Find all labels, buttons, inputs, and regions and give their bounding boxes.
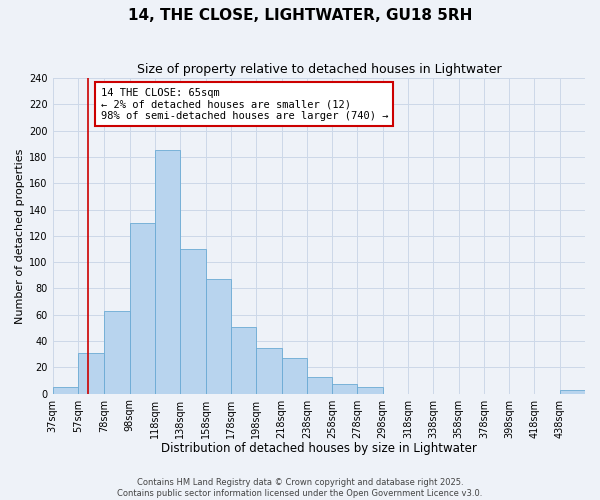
Y-axis label: Number of detached properties: Number of detached properties	[15, 148, 25, 324]
Bar	[155, 150, 181, 394]
Text: 14 THE CLOSE: 65sqm
← 2% of detached houses are smaller (12)
98% of semi-detache: 14 THE CLOSE: 65sqm ← 2% of detached hou…	[101, 88, 388, 120]
Bar	[78, 353, 104, 394]
Text: Contains HM Land Registry data © Crown copyright and database right 2025.
Contai: Contains HM Land Registry data © Crown c…	[118, 478, 482, 498]
Title: Size of property relative to detached houses in Lightwater: Size of property relative to detached ho…	[137, 62, 501, 76]
Bar	[181, 249, 206, 394]
Bar	[231, 326, 256, 394]
X-axis label: Distribution of detached houses by size in Lightwater: Distribution of detached houses by size …	[161, 442, 477, 455]
Bar	[206, 279, 231, 394]
Text: 14, THE CLOSE, LIGHTWATER, GU18 5RH: 14, THE CLOSE, LIGHTWATER, GU18 5RH	[128, 8, 472, 22]
Bar	[130, 222, 155, 394]
Bar	[332, 384, 358, 394]
Bar	[281, 358, 307, 394]
Bar	[104, 311, 130, 394]
Bar	[53, 387, 78, 394]
Bar	[560, 390, 585, 394]
Bar	[358, 387, 383, 394]
Bar	[307, 376, 332, 394]
Bar	[256, 348, 281, 394]
